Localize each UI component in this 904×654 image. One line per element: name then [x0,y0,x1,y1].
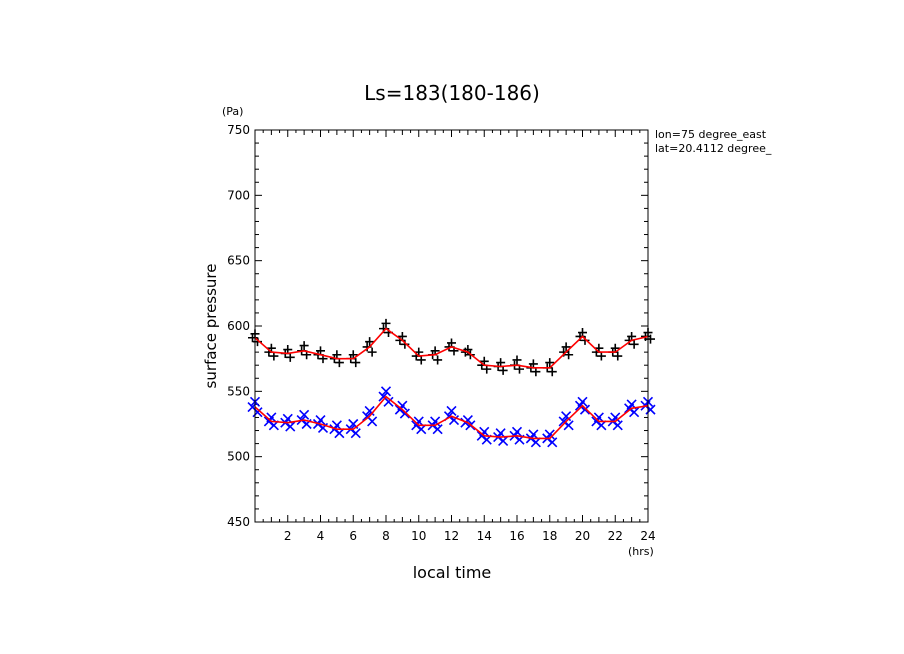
plus-marker [351,358,361,368]
x-marker [380,386,392,397]
plus-marker [545,358,555,368]
x-marker [446,405,457,416]
plus-marker [613,351,623,361]
x-marker [399,408,410,419]
plus-marker [365,337,375,347]
x-marker [530,437,541,448]
plus-marker [528,359,538,369]
x-tick-label: 10 [411,529,426,543]
series-1-mean-line [254,327,649,369]
x-marker [511,426,523,437]
annotation-lat: lat=20.4112 degree_ [655,142,772,155]
plus-marker [496,358,506,368]
series-2-mean-line [254,395,649,440]
x-marker [383,396,394,407]
x-tick-label: 22 [608,529,623,543]
plus-marker [564,350,574,360]
x-marker [397,400,408,411]
x-marker [364,405,375,416]
plus-marker [498,365,508,375]
y-axis-label: surface pressure [202,264,220,389]
plus-marker [367,347,377,357]
plus-marker [596,351,606,361]
x-axis-label: local time [413,563,492,582]
x-marker [596,420,607,431]
plus-marker [283,345,293,355]
x-tick-label: 8 [382,529,390,543]
x-marker [479,426,490,437]
x-marker [462,415,473,426]
x-marker [334,428,345,439]
x-marker [547,437,558,448]
x-marker [498,435,509,447]
data-marks [247,318,656,448]
plot-frame [254,129,649,523]
mean-lines [254,327,649,440]
x-marker [367,416,378,427]
plus-marker [381,318,391,328]
x-marker [266,412,277,423]
plus-marker [334,358,344,368]
y-tick-label: 500 [227,450,250,464]
x-marker [432,424,443,435]
plus-marker [627,331,637,341]
x-tick-label: 2 [284,529,292,543]
x-marker [577,396,588,407]
y-tick-label: 700 [227,188,250,202]
x-marker [413,416,424,427]
x-marker [544,429,555,440]
x-axis-unit: (hrs) [628,545,654,558]
x-marker [610,412,621,423]
x-tick-label: 16 [509,529,524,543]
plus-marker [580,335,590,345]
plus-marker [561,342,571,352]
x-tick-label: 6 [349,529,357,543]
y-tick-label: 550 [227,384,250,398]
y-axis-unit: (Pa) [222,105,243,118]
x-tick-label: 20 [575,529,590,543]
plus-marker [433,355,443,365]
plus-marker [416,355,426,365]
x-marker [612,420,623,431]
plus-marker [547,367,557,377]
plus-marker [512,355,522,365]
annotation-lon: lon=75 degree_east [655,128,767,141]
plus-marker [447,338,456,348]
x-marker [350,428,361,439]
plus-marker [348,350,358,360]
x-tick-label: 12 [444,529,459,543]
y-tick-label: 450 [227,515,250,529]
x-tick-label: 24 [640,529,655,543]
plus-marker [332,350,342,360]
x-marker [593,412,604,423]
plus-marker [629,339,639,349]
plus-marker [531,367,541,377]
y-tick-label: 600 [227,319,250,333]
x-tick-label: 18 [542,529,557,543]
x-tick-label: 4 [317,529,325,543]
plus-marker [316,346,325,356]
chart-title: Ls=183(180-186) [364,81,540,105]
plus-marker [400,339,410,349]
plus-marker [299,341,309,351]
x-marker [299,409,310,420]
plus-marker [285,352,295,362]
x-tick-label: 14 [477,529,492,543]
y-tick-label: 650 [227,254,250,268]
y-tick-label: 750 [227,123,250,137]
x-marker [285,421,296,432]
x-marker [416,424,427,435]
